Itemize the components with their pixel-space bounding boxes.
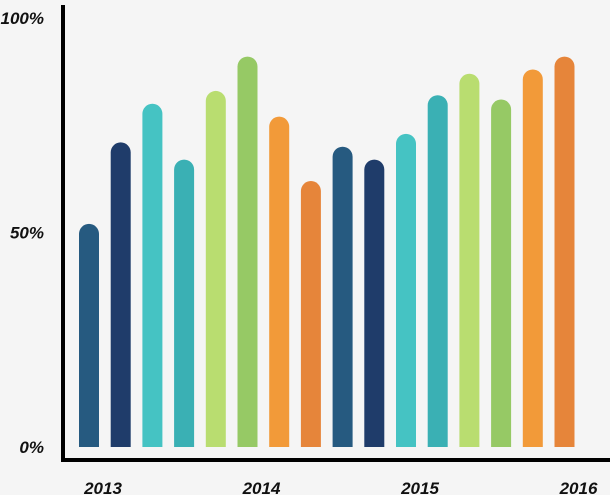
bar-6 — [269, 116, 290, 448]
y-tick-label: 50% — [10, 224, 44, 243]
y-tick-label: 100% — [1, 9, 44, 28]
bar-12 — [459, 73, 480, 448]
x-tick-label: 2016 — [559, 479, 598, 495]
bar-13 — [491, 99, 512, 447]
x-tick-label: 2014 — [242, 479, 281, 495]
bar-8 — [332, 146, 353, 447]
bar-1 — [110, 142, 131, 447]
bar-3 — [174, 159, 195, 447]
bars-group — [79, 56, 575, 448]
bar-10 — [396, 133, 416, 447]
bar-2 — [142, 103, 163, 448]
bar-9 — [364, 159, 385, 447]
bar-7 — [300, 181, 321, 447]
bar-14 — [522, 69, 543, 447]
y-tick-labels: 0% 50% 100% — [1, 9, 44, 457]
bar-4 — [205, 90, 226, 448]
bar-0 — [79, 223, 99, 447]
bar-11 — [427, 95, 448, 447]
x-tick-labels: 2013 2014 2015 2016 — [83, 479, 598, 495]
x-tick-label: 2013 — [83, 479, 122, 495]
y-tick-label: 0% — [19, 438, 44, 457]
bar-5 — [237, 56, 258, 448]
x-tick-label: 2015 — [400, 479, 439, 495]
bar-15 — [554, 56, 575, 448]
